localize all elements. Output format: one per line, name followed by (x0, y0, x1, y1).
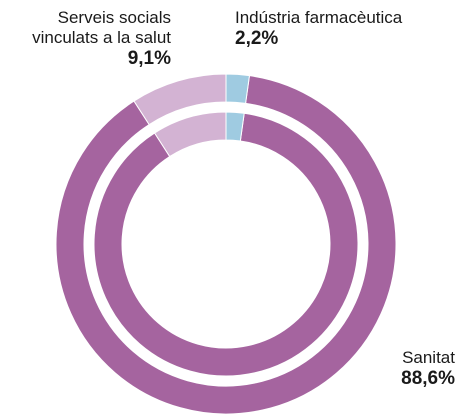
inner-ring (93, 111, 359, 377)
value-label-industria-farmaceutica: 2,2% (235, 28, 279, 50)
value-label-serveis-socials: 9,1% (127, 48, 171, 70)
label-sanitat: Sanitat 88,6% (401, 348, 455, 390)
label-serveis-socials: Serveis socials vinculats a la salut 9,1… (32, 8, 171, 71)
category-label-industria-farmaceutica: Indústria farmacèutica (235, 8, 403, 27)
category-label-serveis-socials: Serveis socials vinculats a la salut (32, 8, 171, 48)
outer-ring (55, 73, 397, 415)
category-label-sanitat: Sanitat (402, 348, 455, 367)
value-label-sanitat: 88,6% (401, 368, 455, 390)
outer-ring-slice-industria-farmaceutica (225, 73, 251, 104)
inner-ring-slice-sanitat (93, 112, 359, 377)
inner-ring-slice-industria-farmaceutica (225, 111, 245, 142)
outer-ring-slice-sanitat (55, 75, 397, 415)
label-industria-farmaceutica: Indústria farmacèutica 2,2% (235, 8, 402, 50)
